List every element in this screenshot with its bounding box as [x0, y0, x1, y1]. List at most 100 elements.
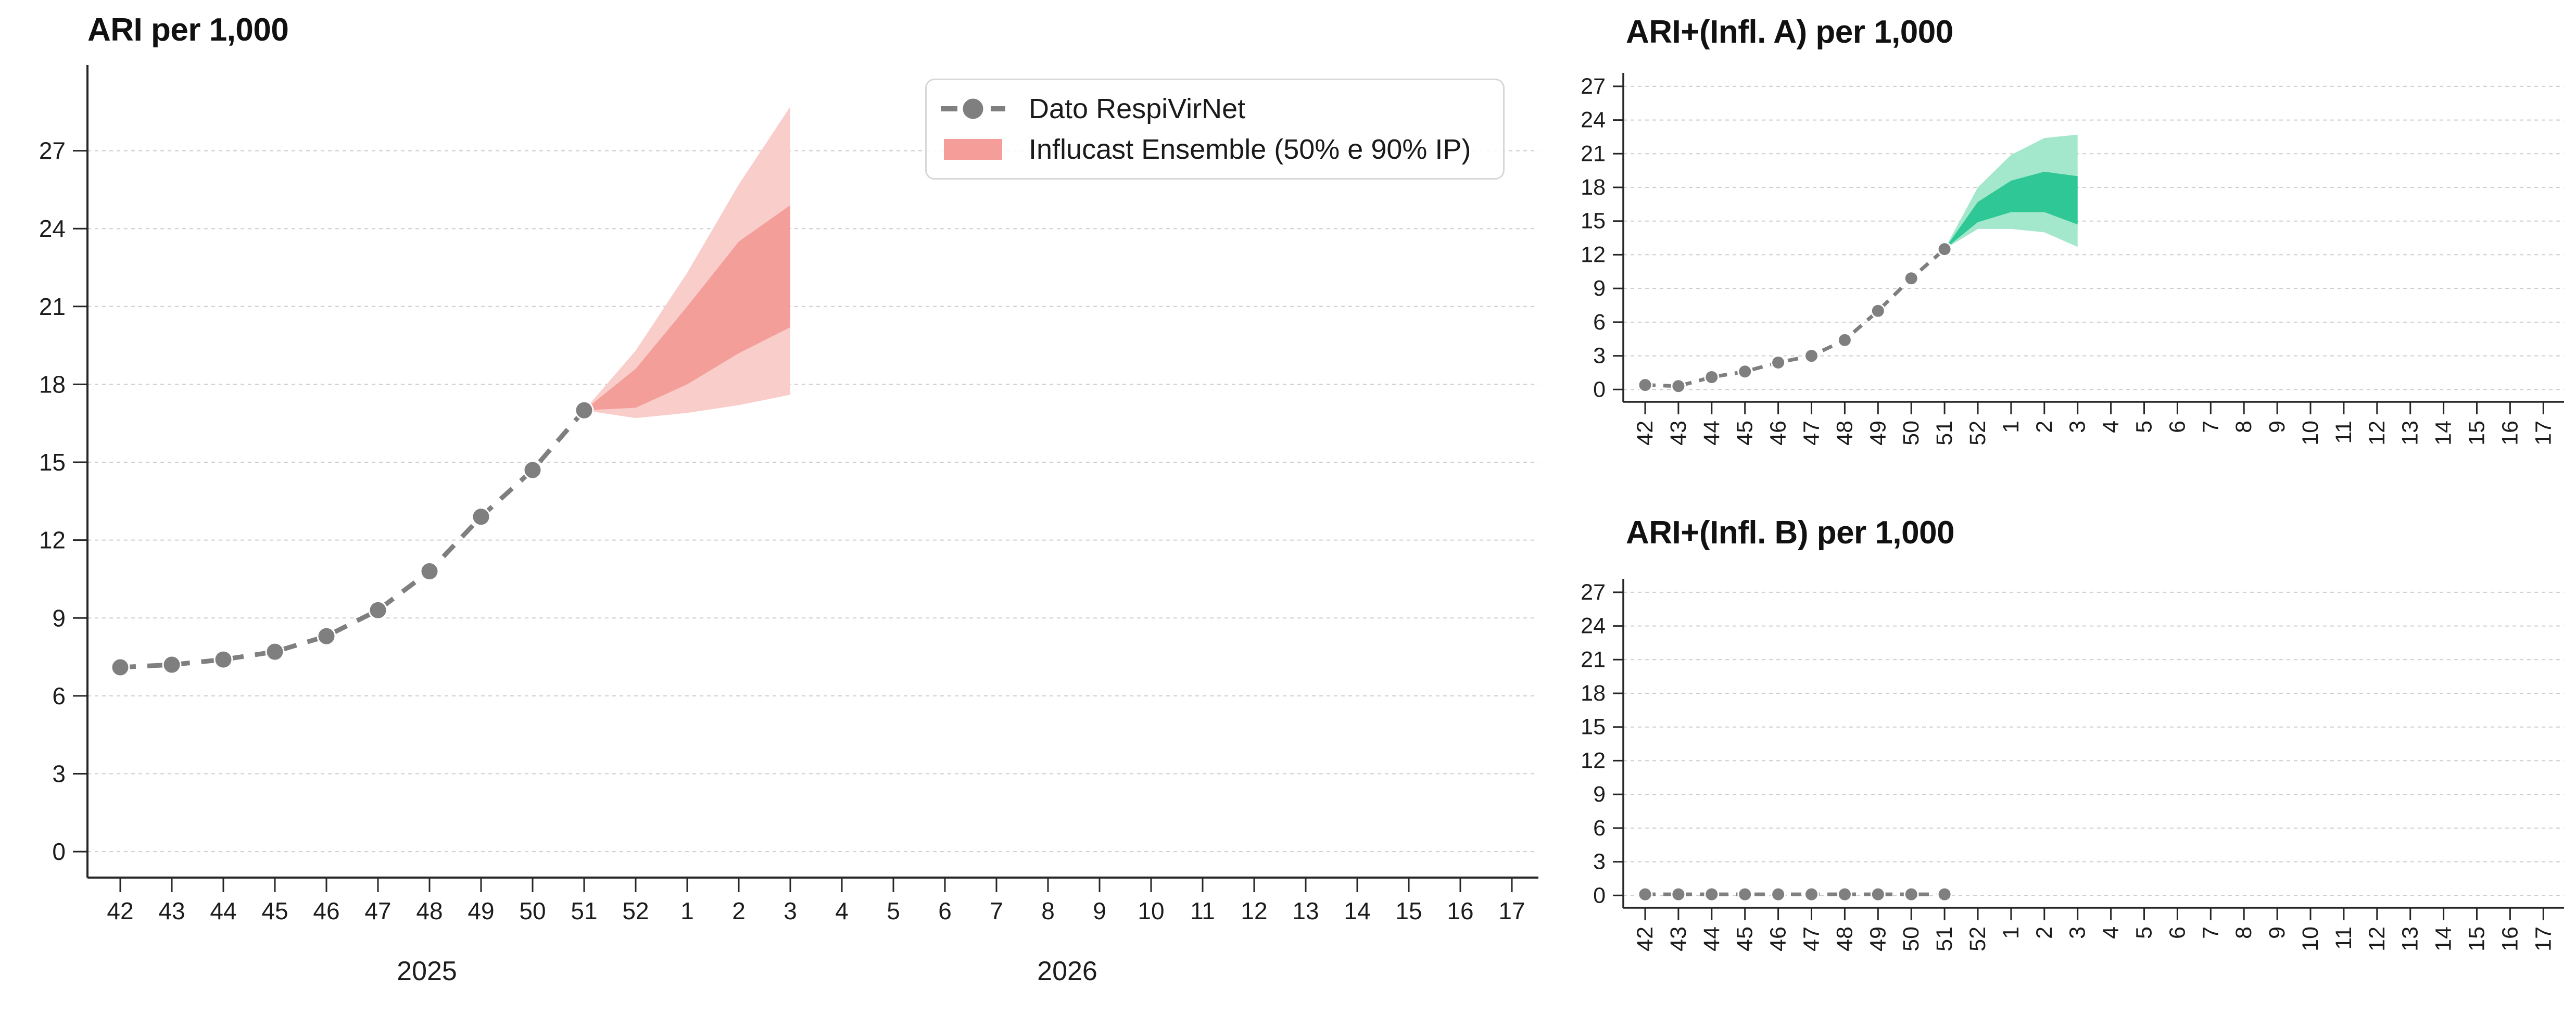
observed-point [471, 507, 491, 527]
observed-point [420, 562, 439, 581]
x-tick-label: 14 [2431, 421, 2456, 446]
y-tick-label: 27 [39, 137, 66, 164]
y-tick-label: 12 [39, 527, 66, 554]
x-tick-label: 42 [1633, 421, 1658, 446]
observed-line [1645, 248, 1946, 388]
y-tick-label: 15 [1581, 209, 1606, 234]
observed-point [1903, 886, 1919, 902]
observed-point [1704, 886, 1720, 902]
observed-point [162, 655, 182, 675]
observed-point [1804, 886, 1819, 902]
chart-title-infl-b: ARI+(Infl. B) per 1,000 [1626, 515, 1955, 551]
y-tick-label: 3 [52, 760, 66, 788]
x-tick-label: 15 [2465, 927, 2490, 951]
x-tick-label: 48 [416, 897, 443, 924]
x-tick-label: 44 [1699, 421, 1724, 446]
y-tick-label: 27 [1581, 580, 1606, 605]
x-tick-label: 5 [2132, 927, 2157, 939]
x-tick-label: 3 [2065, 927, 2090, 939]
observed-point [1671, 378, 1686, 394]
ensemble-swatch-icon [944, 139, 1002, 160]
x-tick-label: 10 [1138, 897, 1164, 924]
x-tick-label: 5 [2132, 421, 2157, 433]
observed-point [110, 657, 130, 677]
observed-point [1737, 364, 1753, 379]
observed-point [1837, 332, 1852, 348]
x-tick-label: 49 [1865, 421, 1890, 446]
x-tick-label: 8 [2231, 927, 2256, 939]
y-tick-label: 6 [1593, 310, 1606, 335]
x-tick-label: 11 [2331, 927, 2356, 950]
x-tick-label: 9 [2265, 927, 2290, 939]
x-tick-label: 15 [1395, 897, 1422, 924]
x-tick-label: 1 [1999, 421, 2024, 433]
y-tick-label: 0 [52, 838, 66, 865]
x-tick-label: 13 [1292, 897, 1319, 924]
x-tick-label: 9 [1093, 897, 1106, 924]
y-tick-label: 0 [1593, 883, 1606, 908]
observed-point [1637, 886, 1653, 902]
y-tick-label: 6 [52, 682, 66, 709]
x-tick-label: 9 [2265, 421, 2290, 433]
x-tick-label: 52 [1965, 421, 1990, 446]
x-tick-label: 12 [2365, 421, 2390, 446]
x-tick-label: 6 [2165, 927, 2190, 939]
x-tick-label: 43 [1666, 927, 1691, 951]
observed-point [1637, 377, 1653, 393]
x-tick-label: 15 [2465, 421, 2490, 446]
x-tick-label: 13 [2398, 927, 2423, 951]
y-tick-label: 9 [1593, 782, 1606, 807]
y-tick-label: 12 [1581, 748, 1606, 773]
observed-point [1870, 886, 1886, 902]
y-tick-label: 24 [1581, 108, 1606, 133]
year-label-2026: 2026 [1037, 956, 1097, 986]
x-tick-label: 10 [2298, 927, 2323, 951]
y-tick-label: 24 [1581, 614, 1606, 639]
x-tick-label: 16 [2497, 421, 2522, 446]
y-tick-label: 12 [1581, 242, 1606, 267]
x-tick-label: 46 [313, 897, 339, 924]
y-tick-label: 21 [1581, 647, 1606, 672]
forecast-band-50 [584, 205, 790, 411]
y-tick-label: 18 [39, 371, 66, 398]
x-tick-label: 42 [1633, 927, 1658, 951]
x-tick-label: 8 [2231, 421, 2256, 433]
y-tick-label: 3 [1593, 849, 1606, 874]
x-tick-label: 47 [364, 897, 391, 924]
observed-point [1771, 355, 1786, 371]
x-tick-label: 45 [1733, 421, 1758, 446]
legend-label-observed: Dato RespiVirNet [1029, 93, 1246, 124]
x-tick-label: 43 [1666, 421, 1691, 446]
x-tick-label: 48 [1832, 927, 1857, 951]
x-tick-label: 46 [1766, 927, 1791, 951]
y-tick-label: 18 [1581, 681, 1606, 706]
legend-item-observed: Dato RespiVirNet [939, 93, 1491, 125]
x-tick-label: 4 [835, 897, 849, 924]
chart-title-infl-a: ARI+(Infl. A) per 1,000 [1626, 14, 1953, 50]
x-tick-label: 17 [1498, 897, 1525, 924]
observed-point [1937, 886, 1952, 902]
observed-point [1937, 242, 1952, 257]
x-tick-label: 7 [2198, 927, 2223, 939]
observed-point [1704, 370, 1720, 385]
observed-point [1671, 886, 1686, 902]
x-tick-label: 47 [1799, 421, 1824, 446]
y-tick-label: 15 [1581, 715, 1606, 740]
x-tick-label: 17 [2531, 927, 2556, 951]
x-tick-label: 12 [2365, 927, 2390, 951]
x-tick-label: 44 [1699, 927, 1724, 951]
x-tick-label: 2 [2032, 421, 2057, 433]
dashed-dot-marker-icon [939, 96, 1007, 121]
x-tick-label: 17 [2531, 421, 2556, 446]
x-tick-label: 4 [2099, 927, 2124, 939]
x-tick-label: 46 [1766, 421, 1791, 446]
observed-point [1903, 271, 1919, 286]
x-tick-label: 49 [468, 897, 494, 924]
observed-point [1870, 303, 1886, 319]
y-tick-label: 27 [1581, 74, 1606, 99]
observed-point [317, 626, 336, 646]
x-tick-label: 3 [784, 897, 797, 924]
observed-point [213, 650, 233, 669]
legend-label-ensemble: Influcast Ensemble (50% e 90% IP) [1029, 134, 1471, 165]
x-tick-label: 7 [2198, 421, 2223, 433]
